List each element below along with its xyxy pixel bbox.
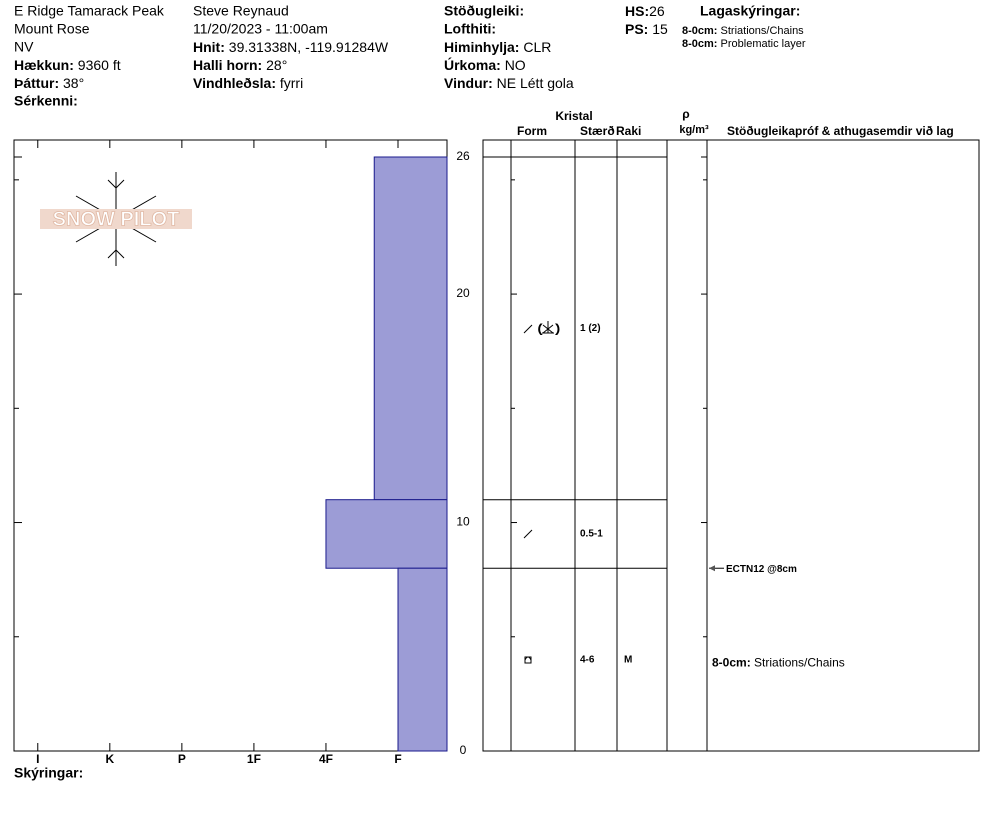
header-form: Form xyxy=(517,124,547,138)
coords: Hnit: 39.31338N, -119.91284W xyxy=(193,39,389,55)
x-tick-label: 4F xyxy=(319,752,333,766)
air-temp: Lofthiti: xyxy=(444,21,496,37)
label: Vindur: xyxy=(444,75,493,91)
y-tick-label: 20 xyxy=(456,286,470,300)
ps: PS: 15 xyxy=(625,21,668,37)
label: Vindhleðsla: xyxy=(193,75,276,91)
location: NV xyxy=(14,39,34,55)
y-tick-label: 10 xyxy=(456,515,470,529)
label: 8-0cm: xyxy=(712,656,751,670)
datetime: 11/20/2023 - 11:00am xyxy=(193,21,328,37)
elevation: Hækkun: 9360 ft xyxy=(14,57,121,73)
wind: Vindur: NE Létt gola xyxy=(444,75,574,91)
sky: Himinhylja: CLR xyxy=(444,39,551,55)
header-crystal: Kristal xyxy=(555,109,592,123)
moisture: M xyxy=(624,654,632,665)
header-density: ρ xyxy=(682,107,689,121)
table-frame xyxy=(482,139,980,752)
legend-title: Lagaskýringar: xyxy=(700,3,800,19)
aspect: Þáttur: 38° xyxy=(14,75,84,91)
y-tick-label: 26 xyxy=(456,149,470,163)
value: 26 xyxy=(649,3,665,19)
location: Mount Rose xyxy=(14,21,90,37)
observer: Steve Reynaud xyxy=(193,3,289,19)
arrow-head xyxy=(709,565,715,572)
logo-text: SNOW PILOT xyxy=(53,208,180,230)
value: 39.31338N, -119.91284W xyxy=(229,39,389,55)
x-tick-label: I xyxy=(36,752,39,766)
value: NE Létt gola xyxy=(497,75,574,91)
label: 8-0cm: xyxy=(682,38,717,50)
value: 9360 ft xyxy=(78,57,121,73)
value: Striations/Chains xyxy=(721,25,805,37)
header-moisture: Raki xyxy=(616,124,641,138)
wind-loading: Vindhleðsla: fyrri xyxy=(193,75,303,91)
grain-size: 4-6 xyxy=(580,654,595,665)
value: 38° xyxy=(63,75,84,91)
x-tick-label: F xyxy=(394,752,401,766)
features: Sérkenni: xyxy=(14,93,78,109)
hardness-bar xyxy=(325,499,448,569)
value: NO xyxy=(505,57,526,73)
label: PS: xyxy=(625,21,648,37)
slope: Halli horn: 28° xyxy=(193,57,287,73)
layer-comment: 8-0cm: Striations/Chains xyxy=(712,656,845,670)
label: Þáttur: xyxy=(14,75,59,91)
stability: Stöðugleiki: xyxy=(444,3,524,19)
svg-text:): ) xyxy=(556,323,560,335)
header-comments: Stöðugleikapróf & athugasemdir við lag xyxy=(727,124,954,138)
label: Hnit: xyxy=(193,39,225,55)
header-size: Stærð xyxy=(580,124,615,138)
value: CLR xyxy=(523,39,551,55)
header-density-unit: kg/m³ xyxy=(679,124,709,136)
svg-text:(: ( xyxy=(538,323,542,335)
x-tick-label: 1F xyxy=(247,752,261,766)
value: 28° xyxy=(266,57,287,73)
label: Halli horn: xyxy=(193,57,262,73)
label: Úrkoma: xyxy=(444,56,501,73)
grain-symbols: ( ) xyxy=(523,321,560,664)
value: Problematic layer xyxy=(721,38,806,50)
x-tick-label: P xyxy=(178,752,186,766)
precip: Úrkoma: NO xyxy=(444,56,526,73)
label: 8-0cm: xyxy=(682,25,717,37)
notes-label: Skýringar: xyxy=(14,765,83,781)
value: Striations/Chains xyxy=(754,656,845,670)
label: Himinhylja: xyxy=(444,39,519,55)
grain-size: 0.5-1 xyxy=(580,529,603,540)
grain-size: 1 (2) xyxy=(580,323,601,334)
label: Hækkun: xyxy=(14,57,74,73)
x-tick-label: K xyxy=(105,752,114,766)
label: HS: xyxy=(625,3,649,19)
location: E Ridge Tamarack Peak xyxy=(14,3,165,19)
hardness-bar xyxy=(397,567,448,752)
legend-item: 8-0cm: Striations/Chains xyxy=(682,25,804,37)
hs: HS:26 xyxy=(625,3,665,19)
legend-item: 8-0cm: Problematic layer xyxy=(682,38,806,50)
hardness-bar xyxy=(373,156,448,501)
value: 15 xyxy=(652,21,668,37)
value: fyrri xyxy=(280,75,303,91)
logo-band xyxy=(40,209,192,229)
test-label: ECTN12 @8cm xyxy=(726,564,797,575)
y-tick-label: 0 xyxy=(460,743,467,757)
